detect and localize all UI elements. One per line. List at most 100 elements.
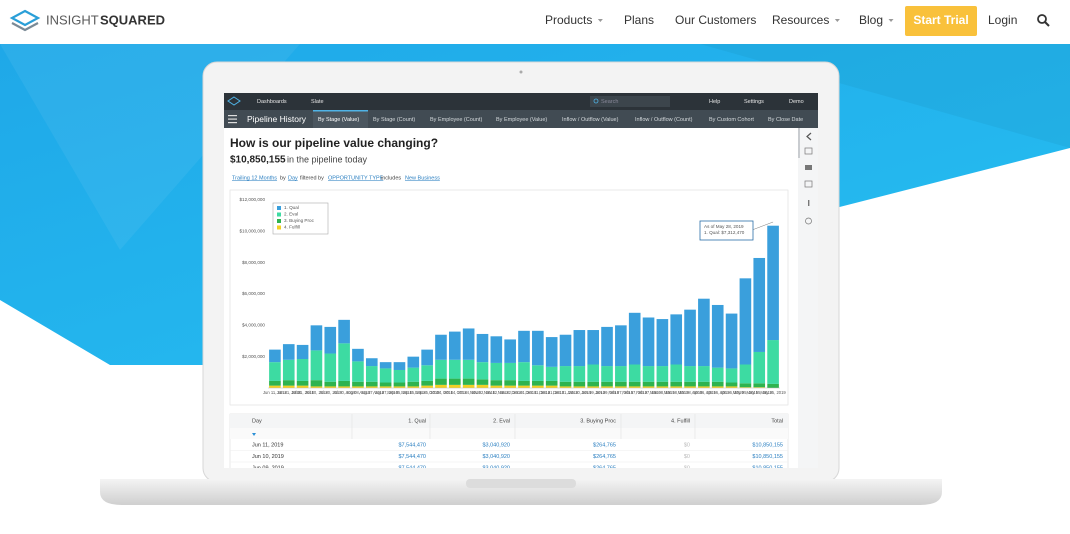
table-cell[interactable]: $10,850,155: [752, 442, 783, 448]
search-placeholder[interactable]: Search: [601, 99, 618, 105]
app-menu[interactable]: Settings: [744, 99, 764, 105]
logo-icon: [9, 9, 41, 27]
report-tab[interactable]: By Stage (Value): [318, 117, 359, 123]
bar-segment: [698, 381, 710, 387]
login-link[interactable]: Login: [988, 13, 1017, 27]
hamburger[interactable]: [228, 115, 237, 124]
collapse-icon[interactable]: [806, 132, 812, 141]
x-tick-label: Feb 07, 2019: [609, 390, 634, 395]
app-menu[interactable]: Demo: [789, 99, 804, 105]
x-tick-label: Jul 20, 2018: [319, 390, 342, 395]
bar-segment: [711, 367, 724, 382]
table-cell[interactable]: $3,040,920: [482, 465, 510, 471]
bar-segment: [711, 381, 724, 387]
table-cell[interactable]: $264,765: [593, 454, 616, 460]
logo[interactable]: INSIGHT SQUARED: [9, 9, 165, 32]
report-tab[interactable]: Inflow / Outflow (Value): [562, 117, 619, 123]
filter-link[interactable]: New Business: [405, 175, 440, 181]
cta-label[interactable]: Start Trial: [913, 13, 968, 27]
search-box[interactable]: [590, 96, 670, 107]
bar-segment: [393, 362, 406, 370]
report-tab[interactable]: By Employee (Value): [496, 117, 547, 123]
bar-segment: [393, 386, 406, 388]
nav-link[interactable]: Blog: [859, 13, 883, 27]
filter-link[interactable]: OPPORTUNITY TYPE: [328, 175, 384, 181]
cta-button[interactable]: [905, 6, 977, 36]
bar-segment: [448, 331, 461, 360]
x-tick-label: Dec 11, 2018: [526, 390, 551, 395]
bar-segment: [573, 386, 586, 388]
bar-segment: [753, 387, 766, 388]
report-tab[interactable]: By Employee (Count): [430, 117, 482, 123]
bar-segment: [532, 380, 544, 386]
bar-segment: [476, 362, 489, 380]
x-tick-label: Apr 16, 2019: [706, 390, 731, 395]
table-cell[interactable]: $3,040,920: [482, 454, 510, 460]
y-tick-label: $2,000,000: [242, 354, 265, 359]
table-cell[interactable]: $264,765: [593, 465, 616, 471]
app-menu[interactable]: Help: [709, 99, 720, 105]
table-cell[interactable]: $10,850,155: [752, 454, 783, 460]
nav-link[interactable]: Products: [545, 13, 592, 27]
tool-icon[interactable]: [808, 200, 810, 206]
bar-segment: [684, 381, 696, 387]
bar-segment: [352, 386, 364, 388]
bar-segment: [504, 362, 516, 381]
scrollbar[interactable]: [798, 128, 800, 158]
bar-segment: [753, 351, 766, 384]
table-cell[interactable]: $0: [684, 442, 690, 448]
tool-icon[interactable]: [804, 180, 813, 188]
bar-segment: [435, 384, 447, 388]
y-tick-label: $4,000,000: [242, 323, 265, 328]
app-menu[interactable]: Dashboards: [257, 99, 287, 105]
nav-link[interactable]: Our Customers: [675, 13, 756, 27]
nav-link[interactable]: Resources: [772, 13, 829, 27]
x-tick-label: Oct 04, 2018: [429, 390, 454, 395]
filter-text: by: [280, 175, 286, 181]
bar-segment: [421, 349, 433, 366]
table-cell[interactable]: $264,765: [593, 442, 616, 448]
bar-segment: [407, 367, 420, 382]
filter-link[interactable]: Trailing 12 Months: [232, 175, 277, 181]
sort-indicator[interactable]: [252, 433, 256, 436]
table-cell[interactable]: $7,544,470: [398, 442, 426, 448]
app-screen: Pipeline History How is our pipeline val…: [224, 93, 818, 471]
tool-icon[interactable]: [805, 165, 812, 170]
bar-segment: [476, 384, 489, 388]
table-cell[interactable]: $10,850,155: [752, 465, 783, 471]
table-cell[interactable]: $3,040,920: [482, 442, 510, 448]
table-cell[interactable]: $0: [684, 454, 690, 460]
report-tab[interactable]: By Custom Cohort: [709, 117, 754, 123]
app-menu[interactable]: Slate: [311, 99, 324, 105]
report-tab[interactable]: By Close Date: [768, 117, 803, 123]
filter-link[interactable]: Day: [288, 175, 298, 181]
bar-segment: [324, 386, 337, 388]
tool-icon[interactable]: [804, 147, 813, 155]
legend-label: 3. Buying Proc: [284, 218, 315, 223]
table-cell[interactable]: $0: [684, 465, 690, 471]
report-tab[interactable]: Inflow / Outflow (Count): [635, 117, 693, 123]
dropdown-caret: [888, 19, 894, 22]
bar-segment: [407, 386, 420, 388]
bar-segment: [296, 359, 309, 381]
legend-label: 4. Fulfill: [284, 225, 300, 230]
x-tick-label: Jan 10, 2019: [567, 390, 592, 395]
bar-segment: [601, 366, 613, 382]
table-header: Day: [252, 418, 262, 424]
tool-icon[interactable]: [805, 217, 812, 225]
x-tick-label: May 15, 2019: [747, 390, 773, 395]
laptop-base: [100, 479, 942, 505]
nav-link[interactable]: Plans: [624, 13, 654, 27]
active-tab: [313, 110, 368, 128]
bar-segment: [587, 386, 600, 388]
search-icon[interactable]: [1037, 14, 1050, 27]
x-tick-label: Nov 12, 2018: [484, 390, 510, 395]
table-cell[interactable]: $7,544,470: [398, 454, 426, 460]
table-cell[interactable]: $7,544,470: [398, 465, 426, 471]
bar-segment: [504, 385, 516, 388]
bar-segment: [642, 381, 655, 387]
bar-segment: [393, 369, 406, 383]
report-tab[interactable]: By Stage (Count): [373, 117, 415, 123]
x-tick-label: Jan 29, 2019: [595, 390, 620, 395]
bar-segment: [587, 364, 600, 382]
